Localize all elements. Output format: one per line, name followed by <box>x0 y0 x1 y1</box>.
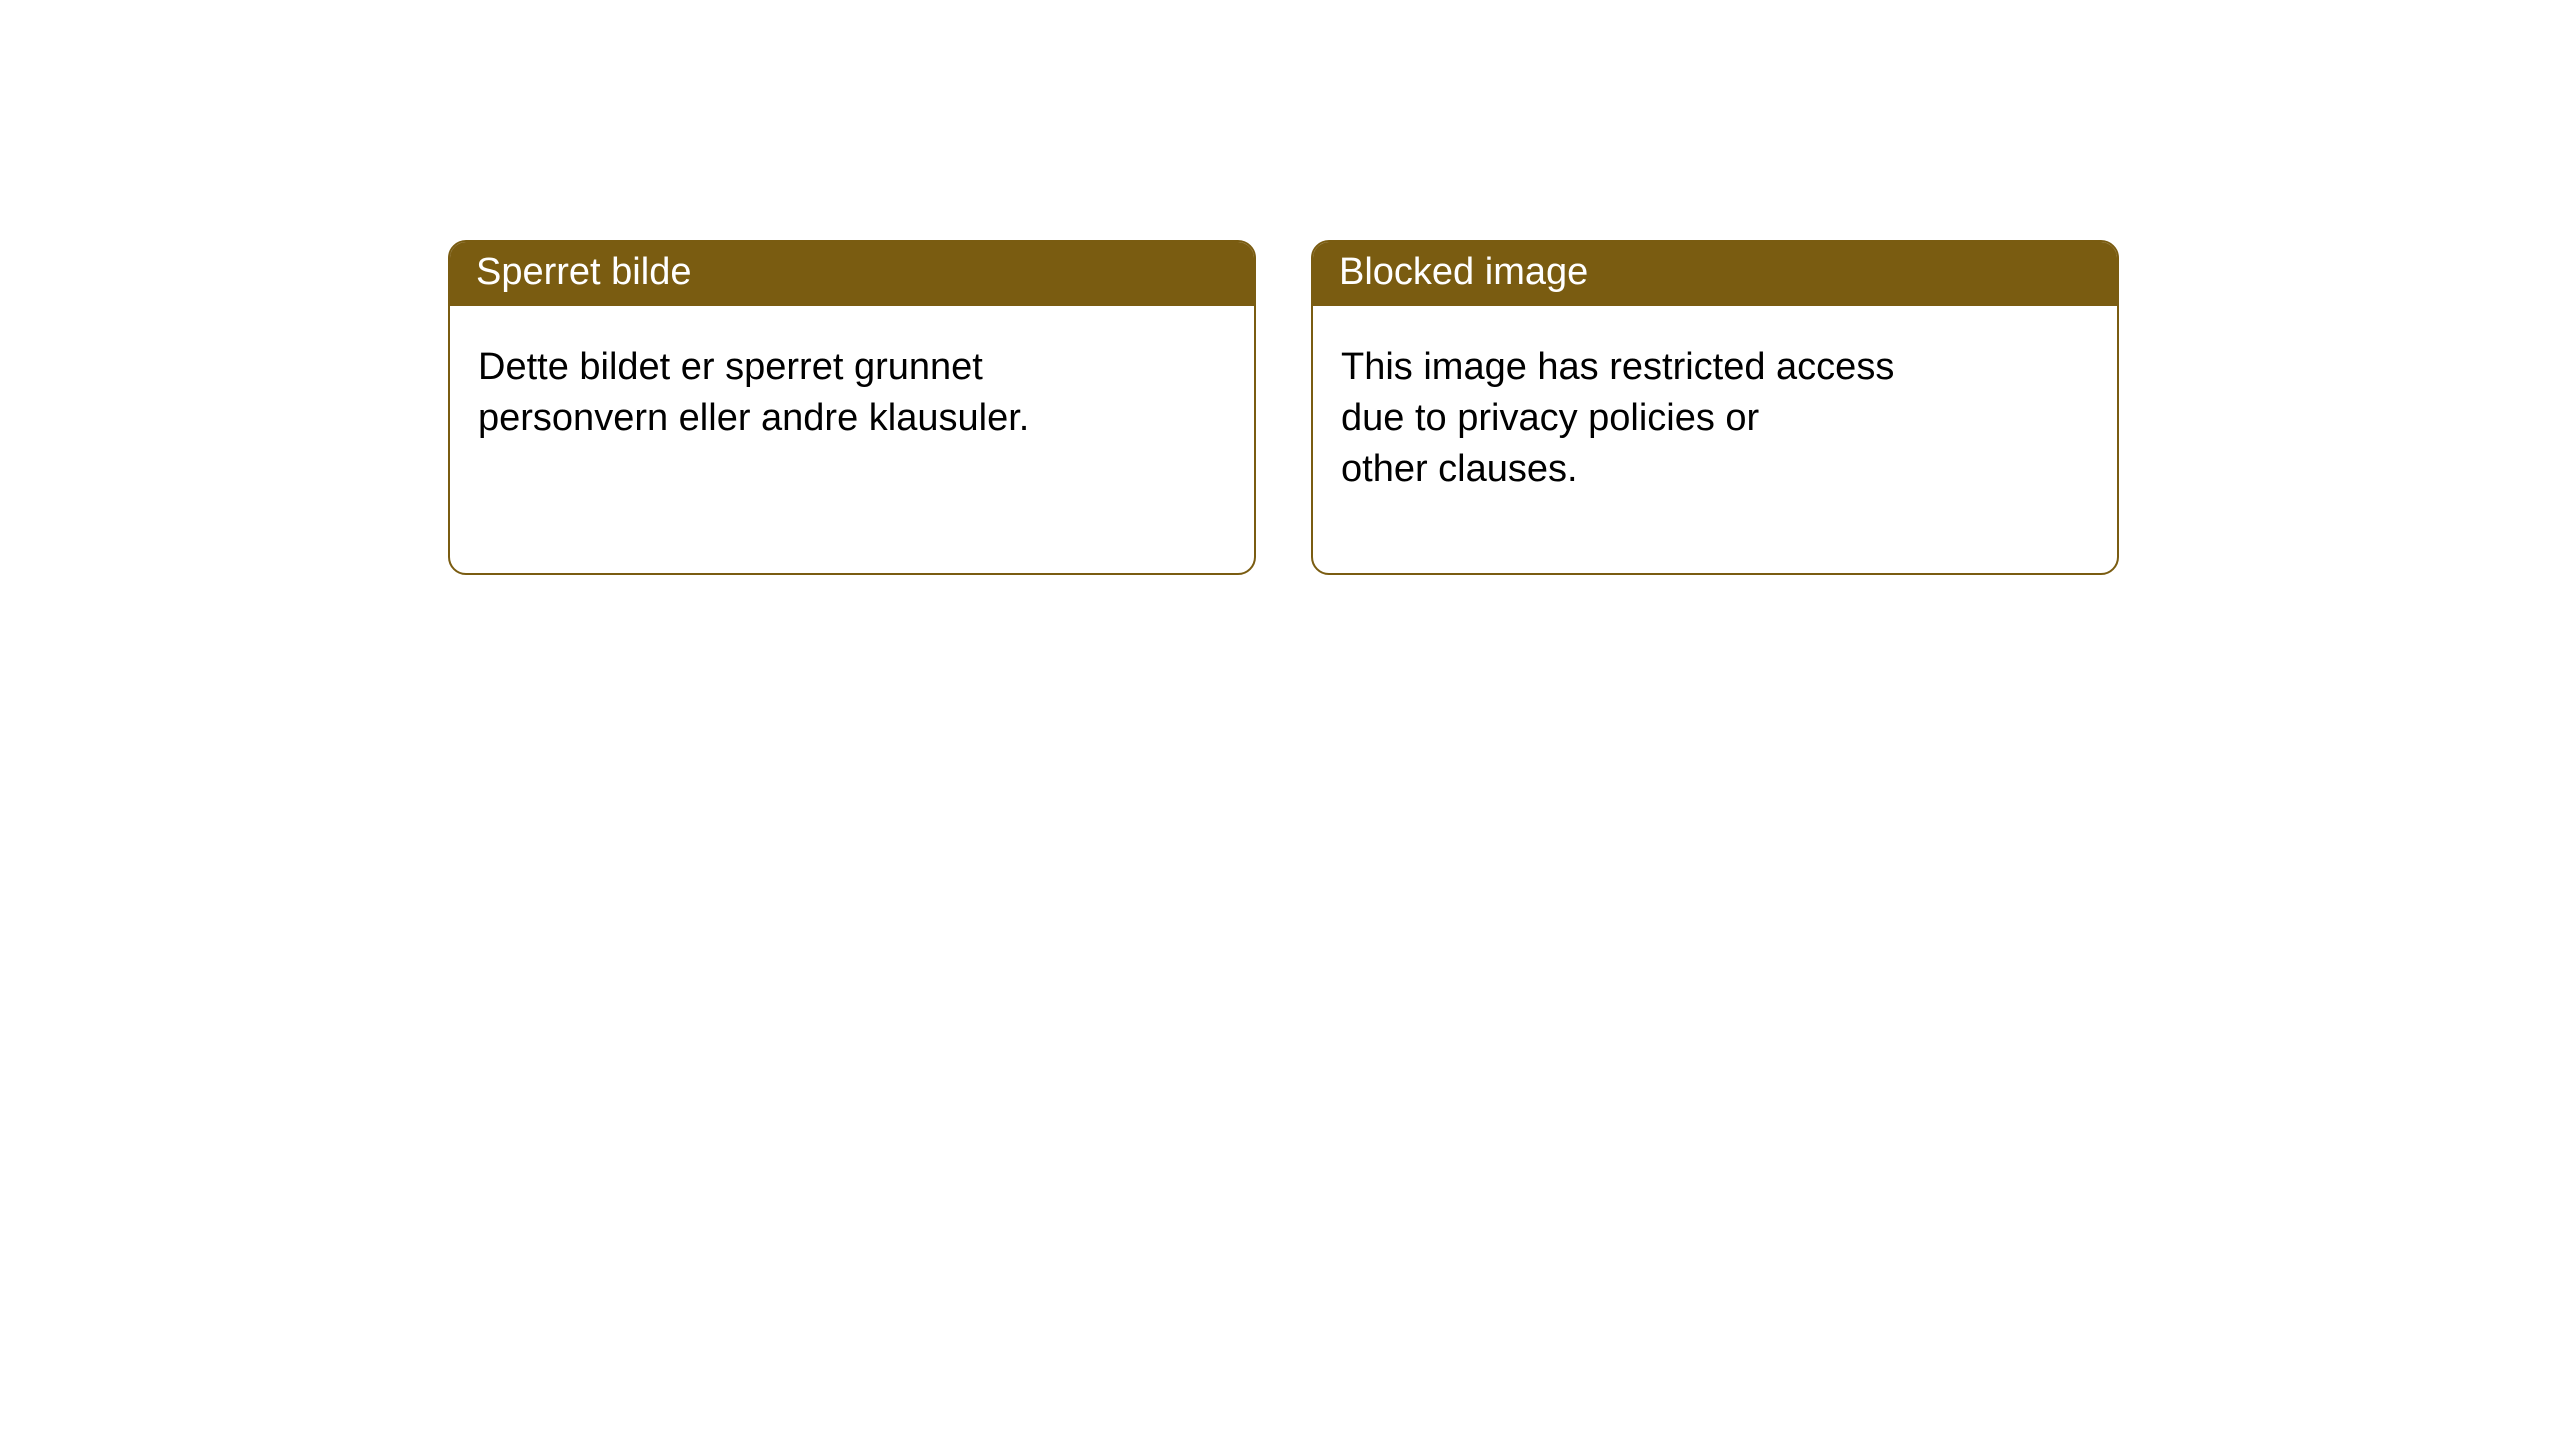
card-header: Blocked image <box>1313 242 2117 306</box>
blocked-image-card-english: Blocked image This image has restricted … <box>1311 240 2119 575</box>
cards-container: Sperret bilde Dette bildet er sperret gr… <box>0 0 2560 575</box>
card-header: Sperret bilde <box>450 242 1254 306</box>
blocked-image-card-norwegian: Sperret bilde Dette bildet er sperret gr… <box>448 240 1256 575</box>
card-body: This image has restricted access due to … <box>1313 306 2117 524</box>
card-body: Dette bildet er sperret grunnet personve… <box>450 306 1254 473</box>
